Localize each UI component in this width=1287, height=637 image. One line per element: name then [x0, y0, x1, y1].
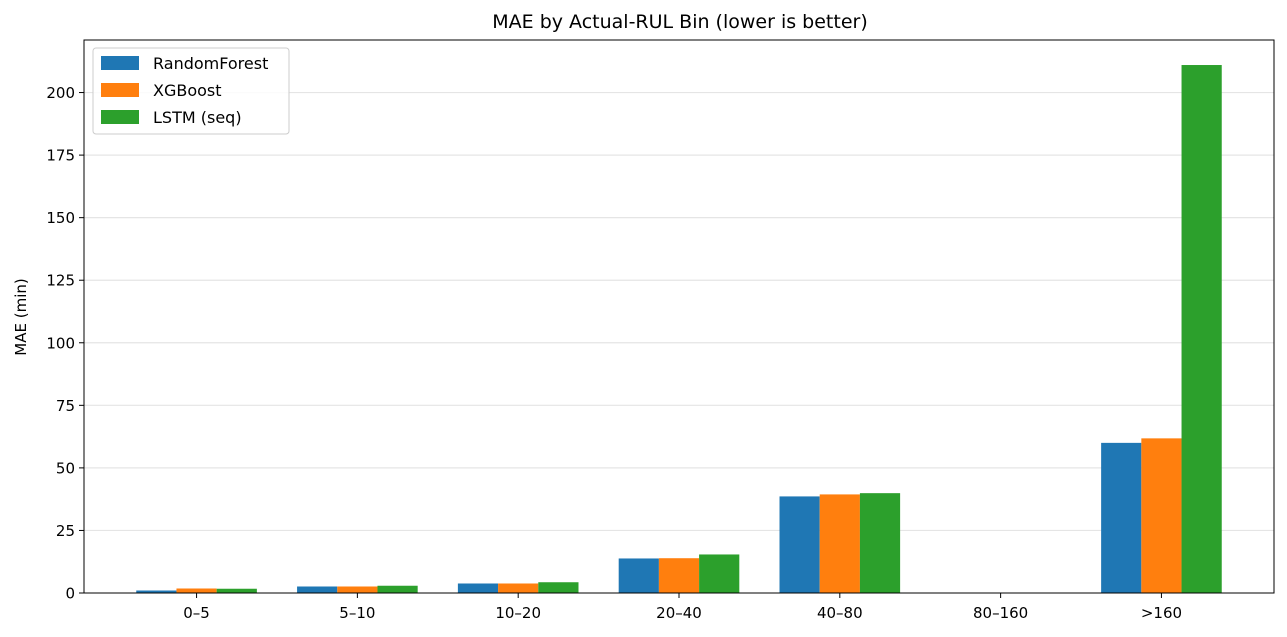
bar	[1181, 65, 1222, 593]
y-tick-label: 0	[65, 585, 75, 603]
bar	[618, 558, 659, 593]
legend: RandomForest XGBoost LSTM (seq)	[92, 47, 290, 135]
y-axis-label: MAE (min)	[12, 278, 30, 355]
bar	[457, 583, 499, 593]
bar	[538, 582, 579, 593]
y-tick-label: 75	[56, 397, 75, 415]
legend-swatch	[101, 110, 139, 124]
x-ticks: 0–5 5–10 10–20 20–40 40–80 80–160 >160	[183, 593, 1182, 622]
y-tick-label: 25	[56, 522, 75, 540]
bar	[1101, 442, 1142, 593]
x-tick-label: 80–160	[973, 604, 1028, 622]
bar	[658, 558, 700, 593]
y-tick-label: 175	[46, 147, 75, 165]
y-tick-label: 100	[46, 334, 75, 352]
y-tick-label: 150	[46, 209, 75, 227]
x-tick-label: 40–80	[817, 604, 863, 622]
legend-swatch	[101, 83, 139, 97]
bars	[136, 65, 1222, 593]
bar	[297, 586, 338, 593]
bar	[1141, 438, 1182, 593]
bar	[859, 493, 901, 593]
bar	[819, 494, 860, 593]
bar	[176, 588, 217, 593]
x-tick-label: 5–10	[339, 604, 375, 622]
y-tick-label: 125	[46, 272, 75, 290]
bar	[779, 496, 820, 593]
legend-box	[92, 47, 290, 135]
gridlines	[84, 91, 1274, 532]
bar	[498, 583, 539, 593]
x-tick-label: 0–5	[183, 604, 210, 622]
bar	[699, 554, 740, 593]
legend-swatch	[101, 56, 139, 70]
bar	[337, 586, 378, 593]
x-tick-label: 20–40	[656, 604, 702, 622]
chart-title: MAE by Actual-RUL Bin (lower is better)	[492, 11, 867, 33]
legend-label: LSTM (seq)	[153, 108, 242, 127]
bar	[216, 588, 257, 593]
bar	[136, 590, 177, 593]
y-ticks: 0 25 50 75 100 125 150 175 200	[46, 84, 84, 603]
x-tick-label: 10–20	[495, 604, 541, 622]
legend-label: XGBoost	[153, 81, 222, 100]
x-tick-label: >160	[1141, 604, 1182, 622]
y-tick-label: 200	[46, 84, 75, 102]
bar	[377, 585, 418, 593]
y-tick-label: 50	[56, 459, 75, 477]
legend-label: RandomForest	[153, 54, 268, 73]
